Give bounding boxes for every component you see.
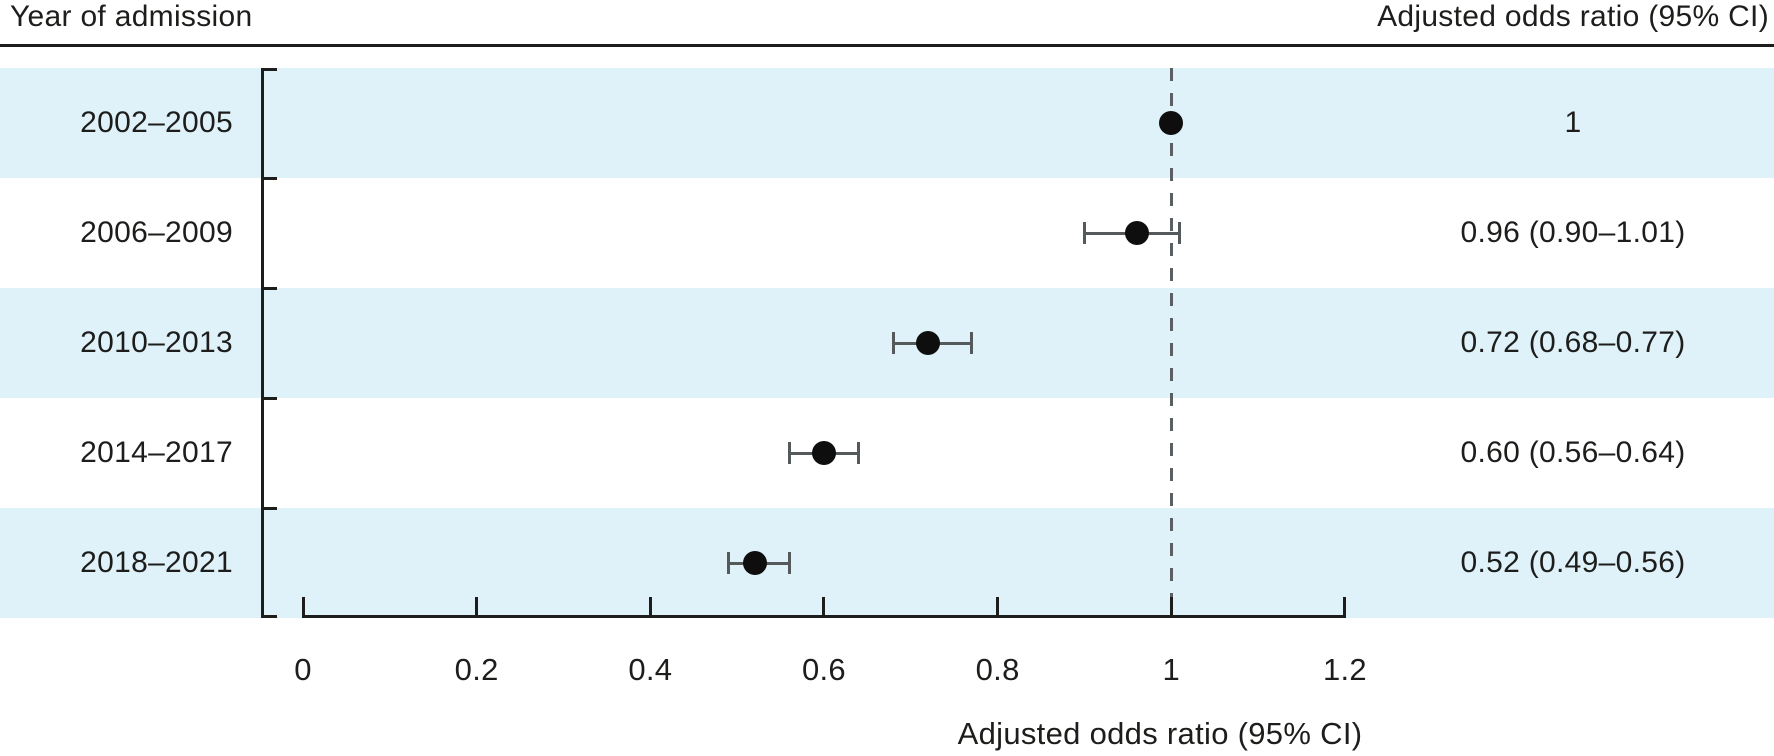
or-value: 1 (1564, 106, 1582, 139)
y-axis-tick (264, 615, 277, 618)
row-label: 2006–2009 (80, 216, 233, 249)
y-axis-tick (264, 396, 277, 400)
or-point (742, 551, 767, 575)
row-band (0, 288, 1774, 398)
or-point (1124, 221, 1149, 245)
ci-cap-high (857, 442, 861, 464)
x-tick-label: 0.2 (454, 652, 499, 687)
y-axis-tick (264, 286, 277, 290)
or-value: 0.72 (0.68–0.77) (1460, 326, 1686, 359)
x-tick-label: 0.4 (628, 652, 673, 687)
row-label: 2002–2005 (80, 106, 233, 139)
y-axis-line (261, 68, 264, 618)
or-point (916, 331, 941, 355)
y-axis-tick (264, 68, 277, 71)
row-label: 2014–2017 (80, 436, 233, 469)
or-value: 0.60 (0.56–0.64) (1460, 436, 1686, 469)
y-axis-tick (264, 176, 277, 180)
x-tick-label: 0 (294, 652, 312, 687)
header-rule (0, 44, 1774, 47)
left-column-header: Year of admission (10, 0, 253, 33)
ci-cap-high (1178, 222, 1182, 244)
x-axis-tick (996, 597, 1000, 618)
or-point (811, 441, 836, 465)
ci-cap-low (787, 442, 791, 464)
right-column-header: Adjusted odds ratio (95% CI) (1377, 0, 1769, 33)
row-band (0, 508, 1774, 618)
row-label: 2010–2013 (80, 326, 233, 359)
x-axis-title: Adjusted odds ratio (95% CI) (957, 716, 1363, 751)
row-label: 2018–2021 (80, 546, 233, 579)
ci-cap-low (1082, 222, 1086, 244)
x-tick-label: 1 (1162, 652, 1181, 687)
ci-cap-high (787, 552, 791, 574)
ci-cap-high (970, 332, 974, 354)
row-band (0, 68, 1774, 178)
ci-cap-low (726, 552, 730, 574)
x-axis-tick (648, 597, 652, 618)
x-tick-label: 0.8 (975, 652, 1020, 687)
x-axis-tick (1343, 597, 1347, 618)
ci-cap-low (891, 332, 895, 354)
x-axis-tick (475, 597, 479, 618)
or-value: 0.52 (0.49–0.56) (1460, 546, 1686, 579)
y-axis-tick (264, 506, 277, 510)
reference-line (1169, 68, 1173, 618)
x-tick-label: 0.6 (801, 652, 846, 687)
or-point (1159, 111, 1184, 135)
x-axis-tick (1169, 597, 1173, 618)
x-axis-tick (822, 597, 826, 618)
x-axis-tick (301, 597, 305, 618)
or-value: 0.96 (0.90–1.01) (1460, 216, 1686, 249)
x-tick-label: 1.2 (1322, 652, 1367, 687)
